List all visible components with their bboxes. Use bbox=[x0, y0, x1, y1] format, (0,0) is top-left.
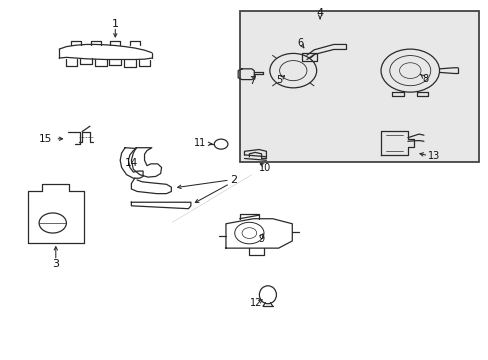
Text: 2: 2 bbox=[230, 175, 237, 185]
Text: 6: 6 bbox=[296, 38, 303, 48]
Text: 5: 5 bbox=[276, 75, 282, 85]
Text: 12: 12 bbox=[249, 298, 262, 309]
Text: 1: 1 bbox=[112, 19, 119, 29]
Text: 10: 10 bbox=[259, 163, 271, 173]
Text: 3: 3 bbox=[52, 259, 59, 269]
Text: 13: 13 bbox=[427, 151, 439, 161]
Text: 9: 9 bbox=[258, 234, 264, 244]
Text: 11: 11 bbox=[193, 139, 205, 148]
Text: 8: 8 bbox=[422, 74, 428, 84]
Text: 4: 4 bbox=[316, 8, 323, 18]
Text: 15: 15 bbox=[39, 134, 52, 144]
Bar bbox=[239, 12, 478, 162]
Text: 14: 14 bbox=[124, 158, 138, 168]
Text: 7: 7 bbox=[248, 76, 254, 86]
